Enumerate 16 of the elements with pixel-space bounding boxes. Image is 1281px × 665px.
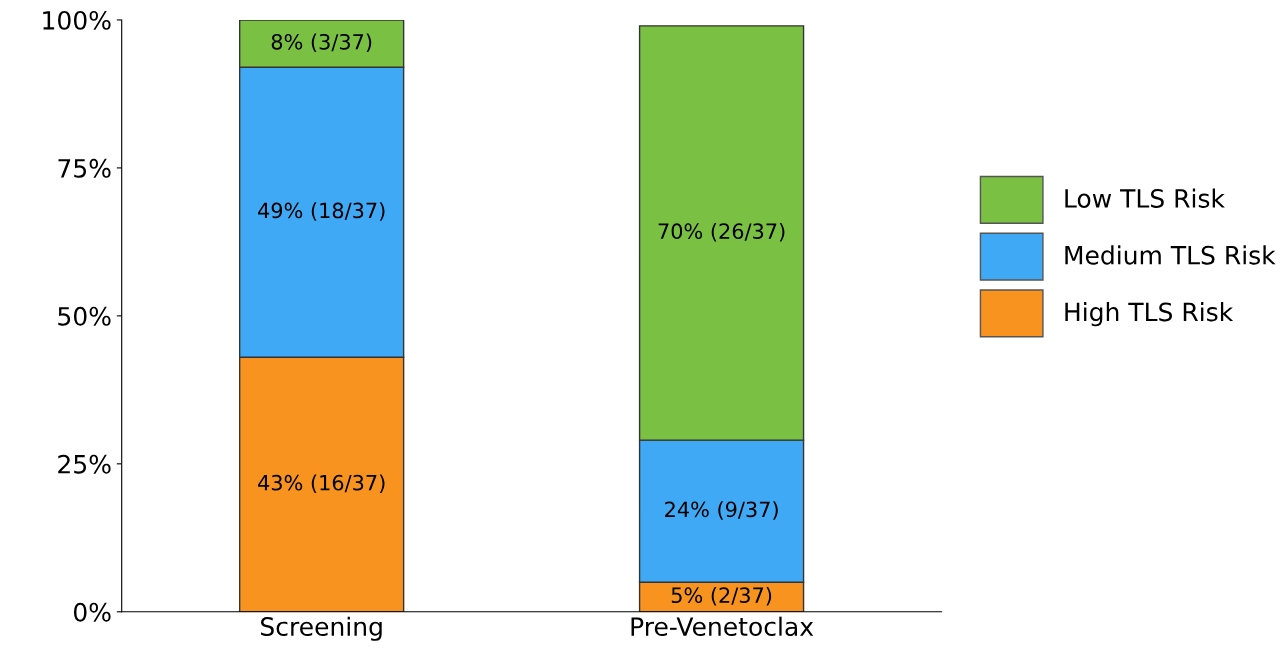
- data-label: 70% (26/37): [658, 222, 785, 242]
- x-tick-label: Pre-Venetoclax: [631, 616, 814, 637]
- legend-label: High TLS Risk: [1065, 302, 1234, 327]
- data-label: 49% (18/37): [258, 202, 385, 221]
- y-tick-label: 50%: [58, 306, 111, 326]
- legend-label: Medium TLS Risk: [1065, 245, 1276, 265]
- y-tick-label: 0%: [73, 602, 111, 622]
- data-label: 43% (16/37): [258, 474, 385, 494]
- x-tick-label: Screening: [261, 616, 382, 641]
- data-label: 5% (2/37): [671, 586, 772, 606]
- y-tick-label: 100%: [43, 10, 111, 30]
- y-tick-label: 75%: [58, 158, 111, 178]
- y-tick-label: 25%: [58, 454, 111, 474]
- legend-label: Low TLS Risk: [1065, 188, 1225, 208]
- data-label: 8% (3/37): [271, 33, 372, 53]
- data-label: 24% (9/37): [665, 501, 778, 520]
